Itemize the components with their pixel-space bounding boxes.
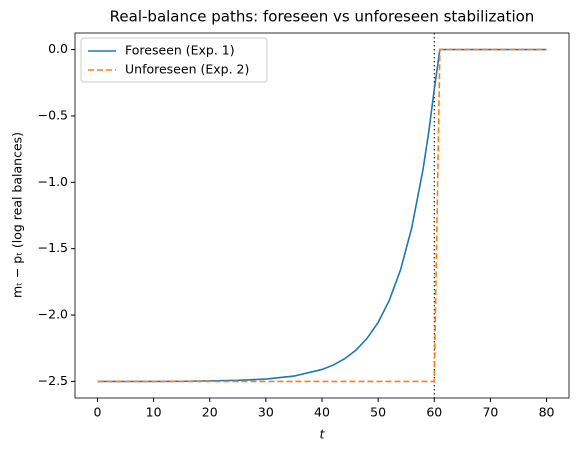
y-tick-label: −0.5 xyxy=(38,107,68,122)
x-tick-label: 30 xyxy=(258,405,274,420)
x-axis-label: t xyxy=(320,427,326,442)
x-tick-label: 50 xyxy=(370,405,386,420)
x-tick-label: 80 xyxy=(539,405,555,420)
series-line xyxy=(97,48,547,383)
chart-title: Real-balance paths: foreseen vs unforese… xyxy=(110,8,535,26)
x-tick-label: 0 xyxy=(93,405,101,420)
legend-box xyxy=(80,37,268,83)
legend-label: Unforeseen (Exp. 2) xyxy=(125,62,249,77)
y-tick-label: −1.0 xyxy=(38,174,68,189)
x-tick-label: 20 xyxy=(202,405,218,420)
y-axis-label: mₜ − pₜ (log real balances) xyxy=(10,132,25,298)
legend-label: Foreseen (Exp. 1) xyxy=(125,43,235,58)
y-tick-label: −1.5 xyxy=(38,240,68,255)
series-line xyxy=(97,48,547,383)
x-tick-label: 60 xyxy=(426,405,442,420)
y-tick-label: 0.0 xyxy=(48,41,68,56)
x-tick-label: 40 xyxy=(314,405,330,420)
x-tick-label: 10 xyxy=(146,405,162,420)
y-tick-label: −2.0 xyxy=(38,307,68,322)
x-tick-label: 70 xyxy=(482,405,498,420)
y-tick-label: −2.5 xyxy=(38,373,68,388)
plot-frame xyxy=(74,32,570,399)
